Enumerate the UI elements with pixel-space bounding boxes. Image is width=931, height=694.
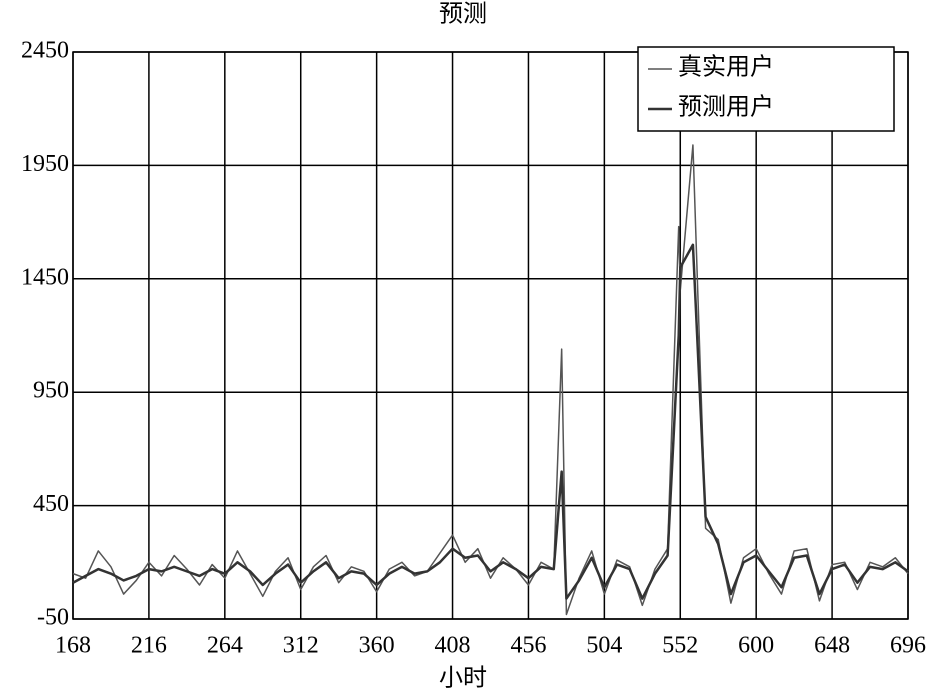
x-tick-label: 168 [55,633,91,659]
y-tick-label: -50 [37,605,69,631]
x-tick-label: 216 [131,633,167,659]
line-series [72,243,909,600]
y-tick-label: 950 [33,378,69,404]
x-tick-label: 312 [283,633,319,659]
x-tick-label: 696 [890,633,926,659]
x-tick-label: 456 [510,633,546,659]
line-series [72,144,909,616]
x-tick-label: 360 [359,633,395,659]
x-tick-label: 408 [435,633,471,659]
plot-frame [72,51,909,620]
chart-title: 预测 [439,1,487,28]
y-tick-label: 450 [33,491,69,517]
x-tick-label: 552 [662,633,698,659]
legend-label: 预测用户 [678,94,774,121]
x-axis-label: 小时 [439,665,487,692]
legend-label: 真实用户 [678,54,774,81]
x-tick-label: 600 [738,633,774,659]
x-tick-label: 504 [586,633,622,659]
x-tick-label: 264 [207,633,243,659]
legend-box [637,46,895,132]
x-tick-label: 648 [814,633,850,659]
y-tick-label: 2450 [21,38,69,64]
y-tick-label: 1950 [21,151,69,177]
y-tick-label: 1450 [21,264,69,290]
